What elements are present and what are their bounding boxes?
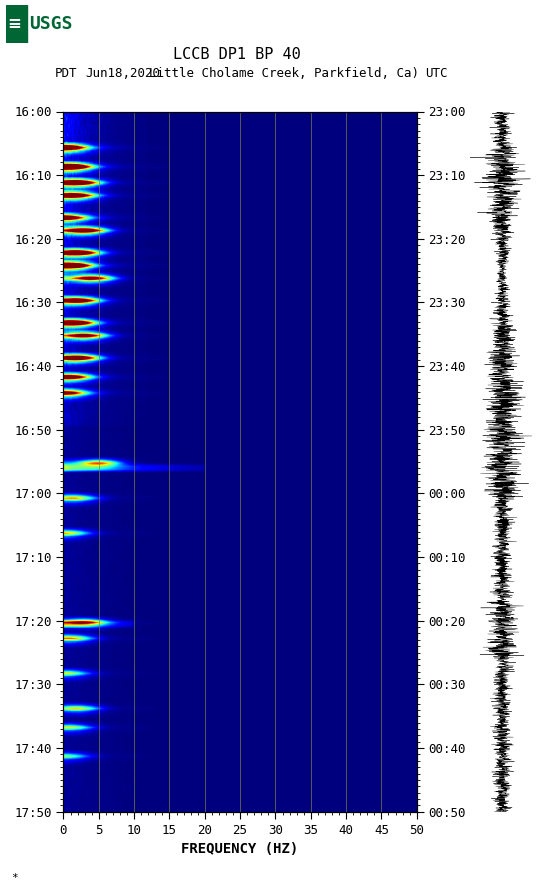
Text: ≡: ≡ [8,15,22,33]
X-axis label: FREQUENCY (HZ): FREQUENCY (HZ) [182,842,299,856]
Text: Jun18,2020: Jun18,2020 [86,67,161,80]
Text: LCCB DP1 BP 40: LCCB DP1 BP 40 [173,47,301,62]
Text: USGS: USGS [29,15,72,33]
Text: UTC: UTC [425,67,448,80]
Bar [6,5,26,43]
Text: *: * [11,873,18,883]
Text: Little Cholame Creek, Parkfield, Ca): Little Cholame Creek, Parkfield, Ca) [149,67,419,80]
Text: PDT: PDT [55,67,78,80]
